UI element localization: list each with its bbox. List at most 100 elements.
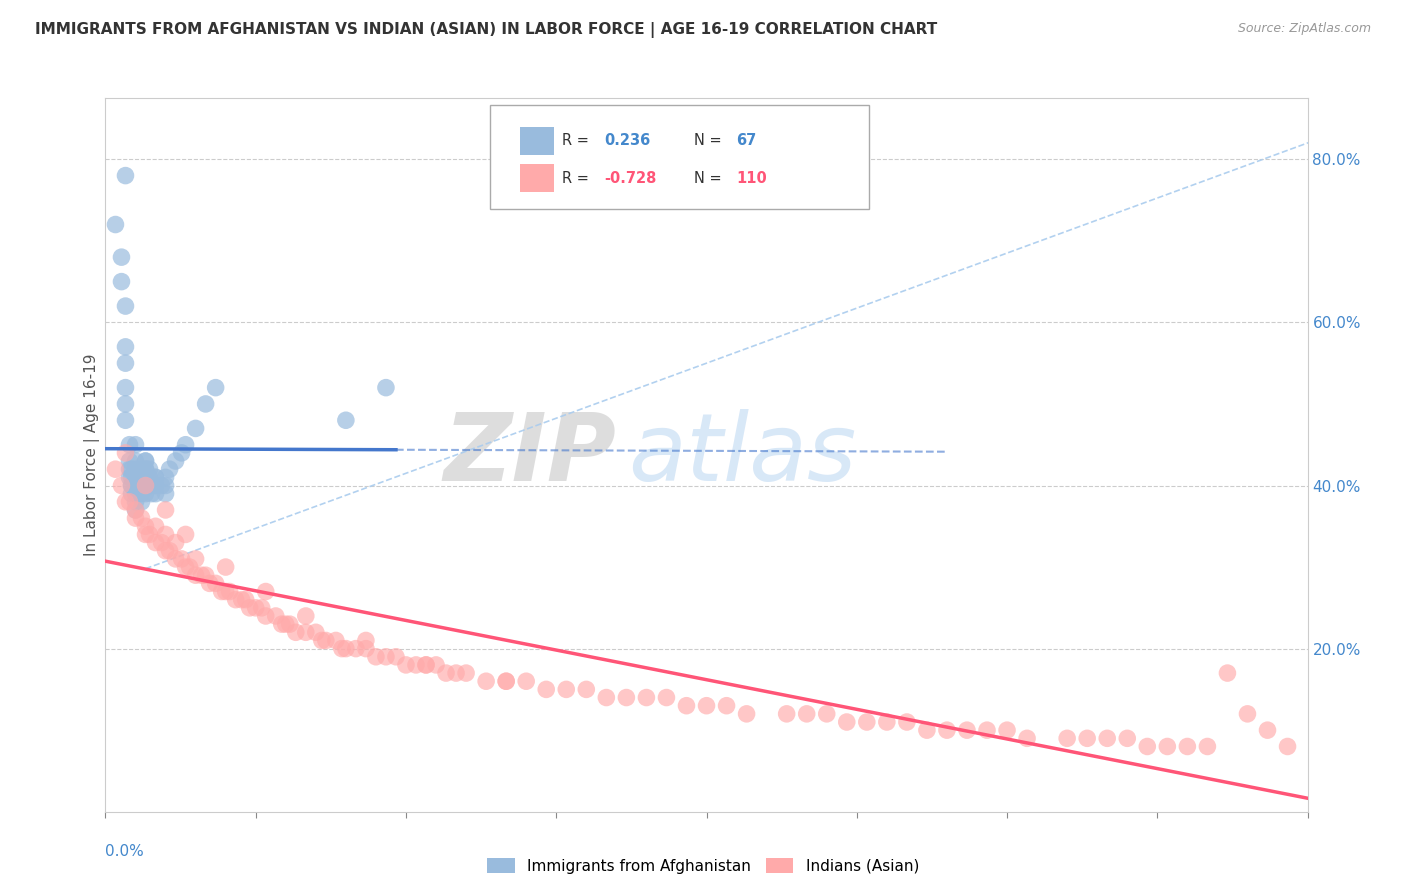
Point — [311, 633, 333, 648]
Point — [495, 674, 517, 689]
Point — [735, 706, 758, 721]
Point — [1156, 739, 1178, 754]
Point — [305, 625, 328, 640]
Point — [114, 356, 136, 370]
Point — [936, 723, 959, 738]
Point — [124, 438, 146, 452]
Point — [174, 527, 197, 541]
Point — [1277, 739, 1299, 754]
Point — [114, 413, 136, 427]
Point — [374, 381, 398, 395]
Text: ZIP: ZIP — [443, 409, 616, 501]
Point — [124, 478, 146, 492]
Point — [174, 438, 197, 452]
Point — [114, 495, 136, 509]
Point — [264, 609, 287, 624]
Point — [155, 470, 177, 484]
Point — [135, 478, 157, 492]
Point — [374, 649, 398, 664]
Point — [270, 617, 292, 632]
Point — [135, 486, 157, 500]
Point — [198, 576, 221, 591]
Point — [131, 478, 153, 492]
Point — [1097, 731, 1119, 746]
Point — [179, 560, 201, 574]
Point — [235, 592, 257, 607]
Point — [595, 690, 617, 705]
Point — [344, 641, 367, 656]
Point — [131, 478, 153, 492]
Point — [364, 649, 387, 664]
Point — [165, 535, 187, 549]
Point — [696, 698, 718, 713]
Bar — [520, 127, 554, 155]
Point — [1136, 739, 1159, 754]
Point — [114, 397, 136, 411]
Point — [330, 641, 353, 656]
Point — [121, 486, 143, 500]
Point — [141, 486, 163, 500]
Point — [716, 698, 738, 713]
Point — [124, 462, 146, 476]
Point — [415, 657, 437, 672]
Point — [190, 568, 212, 582]
Point — [145, 470, 167, 484]
Point — [170, 446, 193, 460]
Point — [1177, 739, 1199, 754]
Point — [114, 299, 136, 313]
Point — [274, 617, 297, 632]
Point — [114, 446, 136, 460]
Point — [124, 495, 146, 509]
Point — [131, 470, 153, 484]
Point — [184, 421, 207, 435]
Point — [155, 478, 177, 492]
Point — [135, 527, 157, 541]
Point — [995, 723, 1018, 738]
Point — [454, 666, 477, 681]
Point — [239, 600, 262, 615]
Point — [174, 560, 197, 574]
Point — [1076, 731, 1098, 746]
Point — [114, 381, 136, 395]
Point — [124, 511, 146, 525]
Point — [135, 478, 157, 492]
Point — [815, 706, 838, 721]
Point — [204, 576, 226, 591]
Point — [335, 413, 357, 427]
Point — [145, 519, 167, 533]
Point — [124, 503, 146, 517]
Point — [138, 527, 160, 541]
Point — [796, 706, 818, 721]
Point — [254, 584, 277, 599]
Point — [124, 503, 146, 517]
Point — [214, 560, 236, 574]
Point — [118, 495, 141, 509]
Point — [150, 535, 173, 549]
Point — [124, 470, 146, 484]
Point — [145, 478, 167, 492]
Point — [495, 674, 517, 689]
Point — [218, 584, 240, 599]
Point — [315, 633, 337, 648]
Point — [141, 478, 163, 492]
Point — [155, 486, 177, 500]
Text: atlas: atlas — [628, 409, 856, 500]
Point — [138, 478, 160, 492]
Point — [1116, 731, 1139, 746]
Point — [835, 714, 858, 729]
Point — [118, 462, 141, 476]
Legend: Immigrants from Afghanistan, Indians (Asian): Immigrants from Afghanistan, Indians (As… — [481, 852, 925, 880]
Point — [131, 511, 153, 525]
Point — [295, 625, 318, 640]
Text: -0.728: -0.728 — [605, 170, 657, 186]
Point — [515, 674, 537, 689]
Point — [145, 470, 167, 484]
Point — [225, 592, 247, 607]
Point — [915, 723, 938, 738]
Point — [118, 470, 141, 484]
Bar — [520, 164, 554, 193]
Point — [231, 592, 253, 607]
Point — [124, 454, 146, 468]
Point — [405, 657, 427, 672]
Point — [194, 568, 217, 582]
